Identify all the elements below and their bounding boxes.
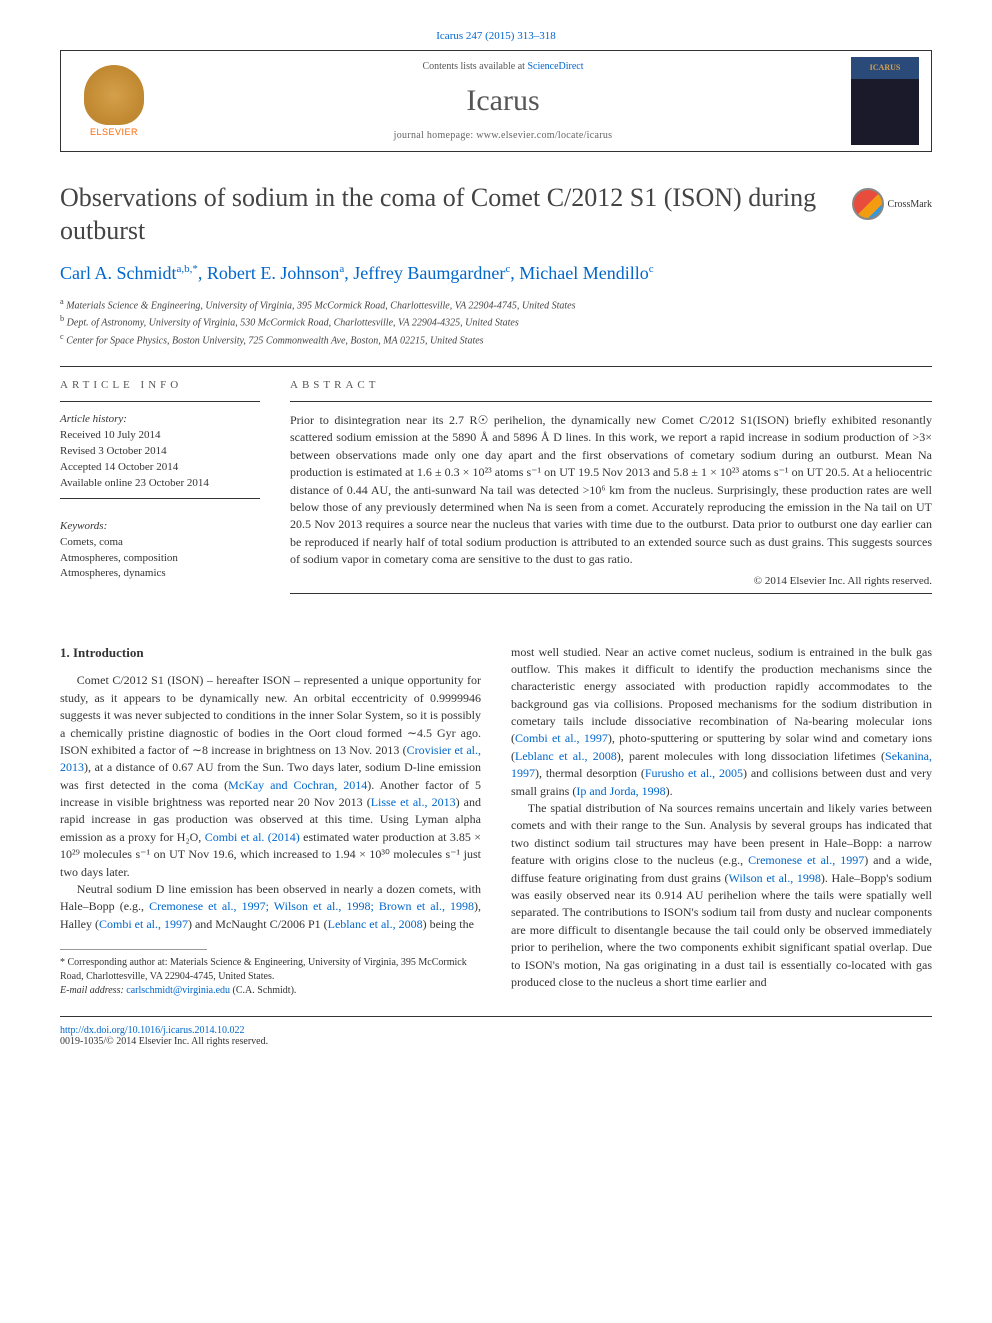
keywords-block: Keywords: Comets, coma Atmospheres, comp…	[60, 519, 260, 583]
keyword: Atmospheres, dynamics	[60, 567, 166, 579]
article-history: Article history: Received 10 July 2014 R…	[60, 412, 260, 492]
abstract-label: ABSTRACT	[290, 379, 932, 391]
homepage-prefix: journal homepage:	[394, 130, 477, 141]
article-title: Observations of sodium in the coma of Co…	[60, 182, 832, 247]
author-name[interactable]: Jeffrey Baumgardner	[353, 263, 505, 283]
reference-link[interactable]: Combi et al. (2014)	[205, 830, 300, 844]
author-sup: a	[339, 263, 344, 275]
introduction-heading: 1. Introduction	[60, 644, 481, 663]
reference-link[interactable]: Combi et al., 1997	[515, 731, 608, 745]
reference-link[interactable]: Cremonese et al., 1997; Wilson et al., 1…	[149, 899, 474, 913]
footnote-email-line: E-mail address: carlschmidt@virginia.edu…	[60, 984, 481, 998]
author-name[interactable]: Michael Mendillo	[519, 263, 648, 283]
email-link[interactable]: carlschmidt@virginia.edu	[126, 985, 230, 996]
article-info-column: ARTICLE INFO Article history: Received 1…	[60, 379, 260, 604]
cover-thumbnail[interactable]	[839, 51, 931, 151]
divider	[60, 366, 932, 367]
info-abstract-row: ARTICLE INFO Article history: Received 1…	[60, 379, 932, 604]
sciencedirect-link[interactable]: ScienceDirect	[527, 61, 583, 72]
reference-link[interactable]: Combi et al., 1997	[99, 917, 188, 931]
history-received: Received 10 July 2014	[60, 429, 161, 441]
history-heading: Article history:	[60, 413, 127, 425]
homepage-line: journal homepage: www.elsevier.com/locat…	[167, 130, 839, 141]
author-name[interactable]: Carl A. Schmidt	[60, 263, 177, 283]
corresponding-author-footnote: * Corresponding author at: Materials Sci…	[60, 956, 481, 998]
author-sup: c	[649, 263, 654, 275]
footnote-divider	[60, 949, 207, 950]
footnote-corr: * Corresponding author at: Materials Sci…	[60, 956, 481, 984]
citation-link[interactable]: Icarus 247 (2015) 313–318	[60, 30, 932, 42]
reference-link[interactable]: Cremonese et al., 1997	[748, 853, 864, 867]
reference-link[interactable]: McKay and Cochran, 2014	[228, 778, 367, 792]
crossmark-label: CrossMark	[888, 199, 932, 210]
affiliation: a Materials Science & Engineering, Unive…	[60, 296, 932, 313]
footer: http://dx.doi.org/10.1016/j.icarus.2014.…	[60, 1025, 932, 1047]
reference-link[interactable]: Leblanc et al., 2008	[328, 917, 423, 931]
homepage-url[interactable]: www.elsevier.com/locate/icarus	[476, 130, 612, 141]
divider	[290, 593, 932, 594]
body-column-right: most well studied. Near an active comet …	[511, 644, 932, 999]
crossmark-badge[interactable]: CrossMark	[852, 188, 932, 220]
affiliation: c Center for Space Physics, Boston Unive…	[60, 331, 932, 348]
keyword: Atmospheres, composition	[60, 552, 178, 564]
journal-name: Icarus	[167, 84, 839, 118]
reference-link[interactable]: Leblanc et al., 2008	[515, 749, 617, 763]
reference-link[interactable]: Wilson et al., 1998	[729, 871, 821, 885]
article-info-label: ARTICLE INFO	[60, 379, 260, 391]
divider	[60, 498, 260, 499]
history-online: Available online 23 October 2014	[60, 477, 209, 489]
crossmark-icon	[852, 188, 884, 220]
abstract-text: Prior to disintegration near its 2.7 R☉ …	[290, 412, 932, 569]
history-accepted: Accepted 14 October 2014	[60, 461, 178, 473]
author-list: Carl A. Schmidta,b,*, Robert E. Johnsona…	[60, 263, 932, 284]
body-columns: 1. Introduction Comet C/2012 S1 (ISON) –…	[60, 644, 932, 999]
issn-line: 0019-1035/© 2014 Elsevier Inc. All right…	[60, 1036, 268, 1047]
keywords-heading: Keywords:	[60, 520, 107, 532]
affiliation: b Dept. of Astronomy, University of Virg…	[60, 313, 932, 330]
paragraph: most well studied. Near an active comet …	[511, 644, 932, 801]
author-name[interactable]: Robert E. Johnson	[207, 263, 340, 283]
header-center: Contents lists available at ScienceDirec…	[167, 51, 839, 151]
elsevier-tree-icon	[84, 65, 144, 125]
email-label: E-mail address:	[60, 985, 126, 996]
reference-link[interactable]: Furusho et al., 2005	[645, 766, 743, 780]
publisher-logo[interactable]: ELSEVIER	[61, 51, 167, 151]
history-revised: Revised 3 October 2014	[60, 445, 167, 457]
copyright-line: © 2014 Elsevier Inc. All rights reserved…	[290, 575, 932, 587]
contents-line: Contents lists available at ScienceDirec…	[167, 61, 839, 72]
cover-image-icon	[851, 57, 919, 145]
keyword: Comets, coma	[60, 536, 123, 548]
doi-link[interactable]: http://dx.doi.org/10.1016/j.icarus.2014.…	[60, 1025, 245, 1036]
publisher-name: ELSEVIER	[90, 127, 138, 137]
reference-link[interactable]: Ip and Jorda, 1998	[576, 784, 665, 798]
paragraph: Neutral sodium D line emission has been …	[60, 881, 481, 933]
author-sup: c	[505, 263, 510, 275]
article-page: Icarus 247 (2015) 313–318 ELSEVIER Conte…	[0, 0, 992, 1087]
paragraph: The spatial distribution of Na sources r…	[511, 800, 932, 991]
title-row: Observations of sodium in the coma of Co…	[60, 182, 932, 247]
divider	[60, 401, 260, 402]
divider	[290, 401, 932, 402]
footer-divider	[60, 1016, 932, 1017]
email-name: (C.A. Schmidt).	[230, 985, 296, 996]
journal-header: ELSEVIER Contents lists available at Sci…	[60, 50, 932, 152]
reference-link[interactable]: Lisse et al., 2013	[371, 795, 456, 809]
body-column-left: 1. Introduction Comet C/2012 S1 (ISON) –…	[60, 644, 481, 999]
contents-prefix: Contents lists available at	[422, 61, 527, 72]
author-sup: a,b,*	[177, 263, 198, 275]
affiliations: a Materials Science & Engineering, Unive…	[60, 296, 932, 348]
abstract-column: ABSTRACT Prior to disintegration near it…	[290, 379, 932, 604]
paragraph: Comet C/2012 S1 (ISON) – hereafter ISON …	[60, 672, 481, 881]
